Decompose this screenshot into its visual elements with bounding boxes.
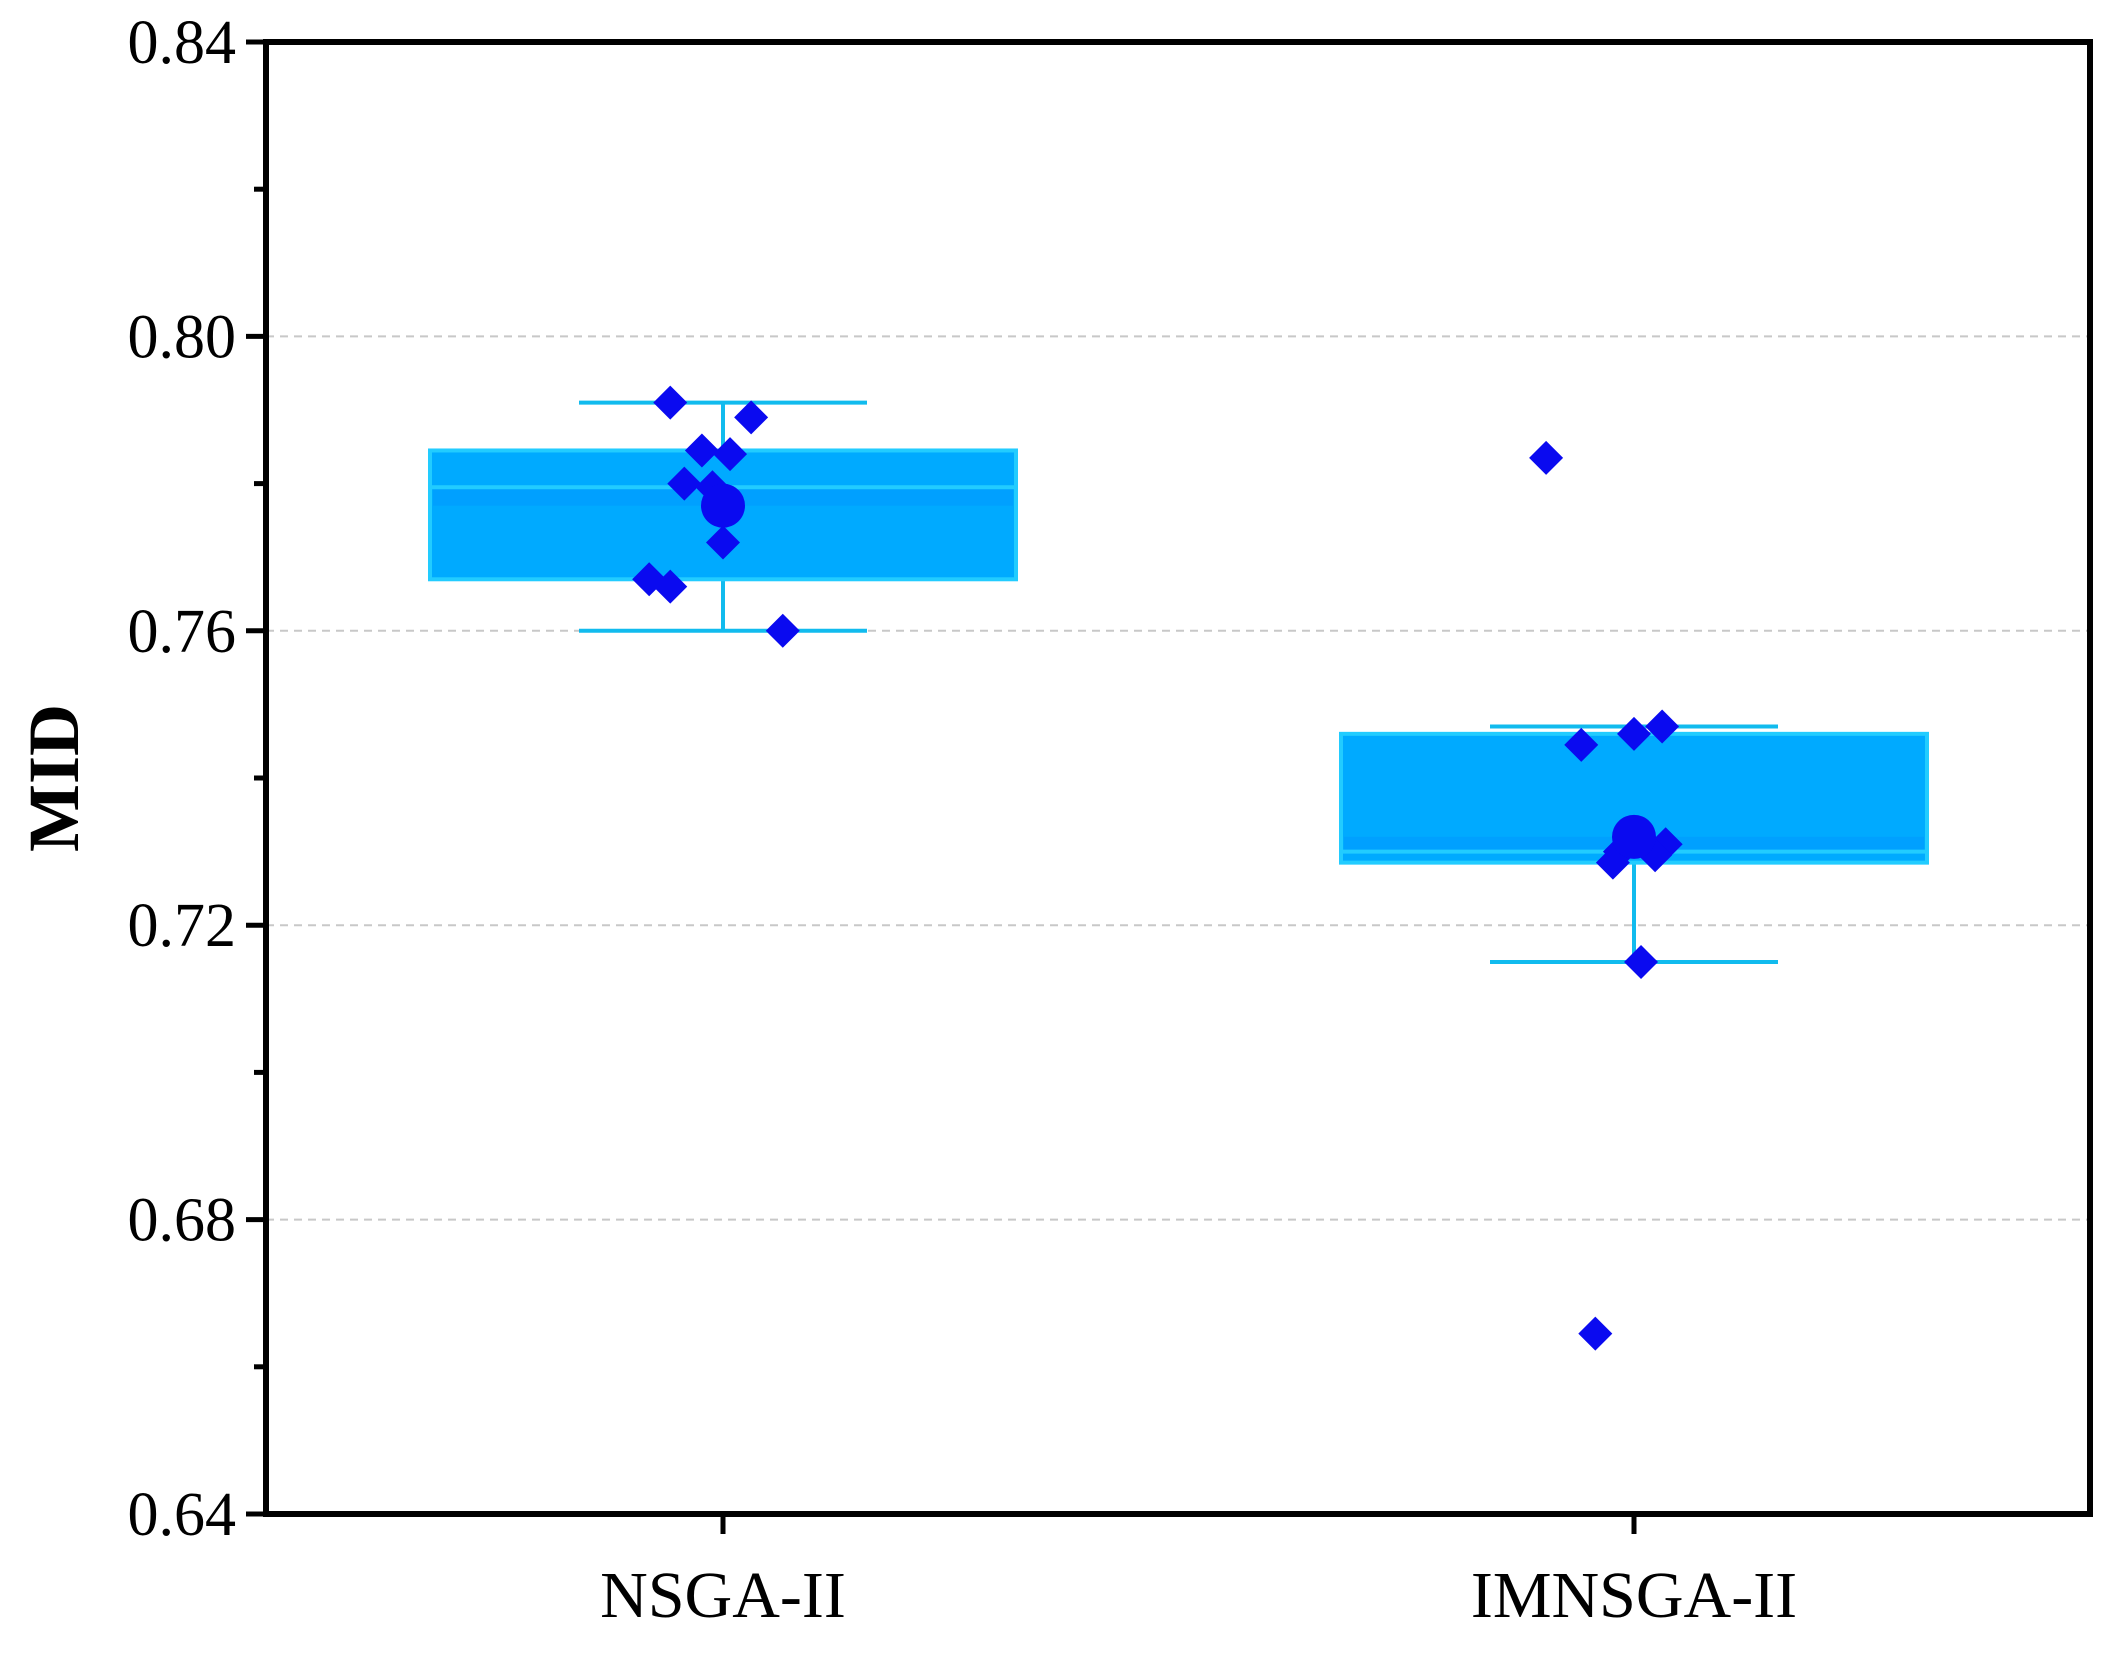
data-point-imnsga-ii [1624,945,1659,979]
data-point-imnsga-ii [1645,709,1680,744]
x-category-label: NSGA-II [600,1559,846,1632]
data-point-nsga-ii [706,525,740,560]
data-point-nsga-ii [713,437,748,472]
mean-marker-imnsga-ii [1612,814,1656,859]
data-point-imnsga-ii [1578,1316,1613,1351]
y-axis-title: MID [14,704,94,852]
x-category-label: IMNSGA-II [1471,1559,1797,1632]
point-layer [632,385,1683,1351]
axis-layer [246,39,2093,1534]
data-point-imnsga-ii [1564,727,1599,762]
data-point-nsga-ii [684,433,719,468]
data-point-imnsga-ii [1617,716,1651,751]
data-point-nsga-ii [667,466,702,501]
grid-layer [266,335,2090,1221]
data-point-nsga-ii [653,569,688,604]
y-tick-label: 0.76 [128,598,237,666]
y-tick-label: 0.72 [128,892,237,960]
data-point-imnsga-ii [1529,440,1564,475]
data-point-nsga-ii [765,613,800,648]
box-layer [428,400,1929,964]
label-layer: 0.64 0.68 0.72 0.76 0.80 0.84 NSGA-II IMNSGA-II [128,9,1798,1632]
data-point-nsga-ii [734,400,769,435]
data-point-nsga-ii [653,385,688,420]
y-tick-label: 0.64 [128,1481,237,1549]
y-tick-label: 0.68 [128,1187,237,1255]
y-tick-label: 0.84 [128,9,237,77]
y-tick-label: 0.80 [128,303,237,371]
mean-marker-nsga-ii [701,483,745,528]
